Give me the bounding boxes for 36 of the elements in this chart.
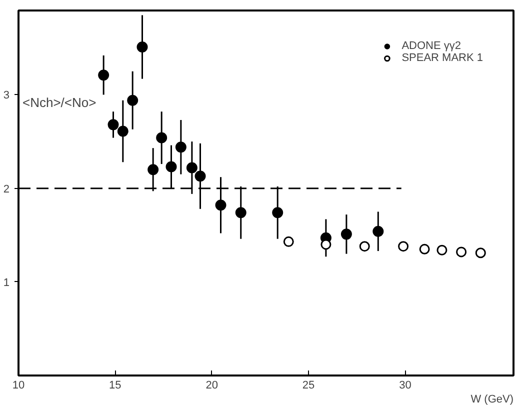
point (98, 70, 110, 81)
x-tick-label: 10 (12, 380, 25, 392)
point (117, 126, 128, 137)
y-tick-label: 2 (3, 183, 10, 196)
point (215, 200, 226, 211)
point (272, 207, 284, 218)
point (398, 241, 409, 252)
y-tick-label: 1 (3, 276, 10, 289)
x-tick-label: 20 (206, 380, 218, 392)
point (175, 142, 186, 153)
legend-label: ADONE γγ2 (402, 40, 461, 52)
point (136, 42, 148, 52)
x-tick-label: 30 (399, 380, 412, 392)
point (186, 162, 198, 174)
point (148, 164, 159, 176)
point (108, 119, 119, 130)
point (475, 248, 486, 258)
point (127, 94, 138, 106)
point (340, 228, 352, 240)
y-axis-title: <Nch>/<No> (22, 95, 96, 110)
legend-label: SPEAR MARK 1 (402, 52, 483, 64)
point (194, 170, 206, 182)
point (456, 246, 467, 258)
point (419, 244, 430, 254)
point (283, 236, 294, 247)
x-tick-label: 15 (109, 380, 122, 392)
point (372, 226, 384, 237)
y-tick-label: 3 (3, 90, 10, 102)
point (320, 239, 332, 250)
x-tick-label: 25 (302, 380, 315, 392)
point (156, 132, 168, 144)
point (235, 207, 246, 218)
point (166, 161, 177, 172)
point (436, 244, 448, 256)
x-axis-title: W (GeV) (470, 394, 514, 405)
point (359, 241, 370, 252)
